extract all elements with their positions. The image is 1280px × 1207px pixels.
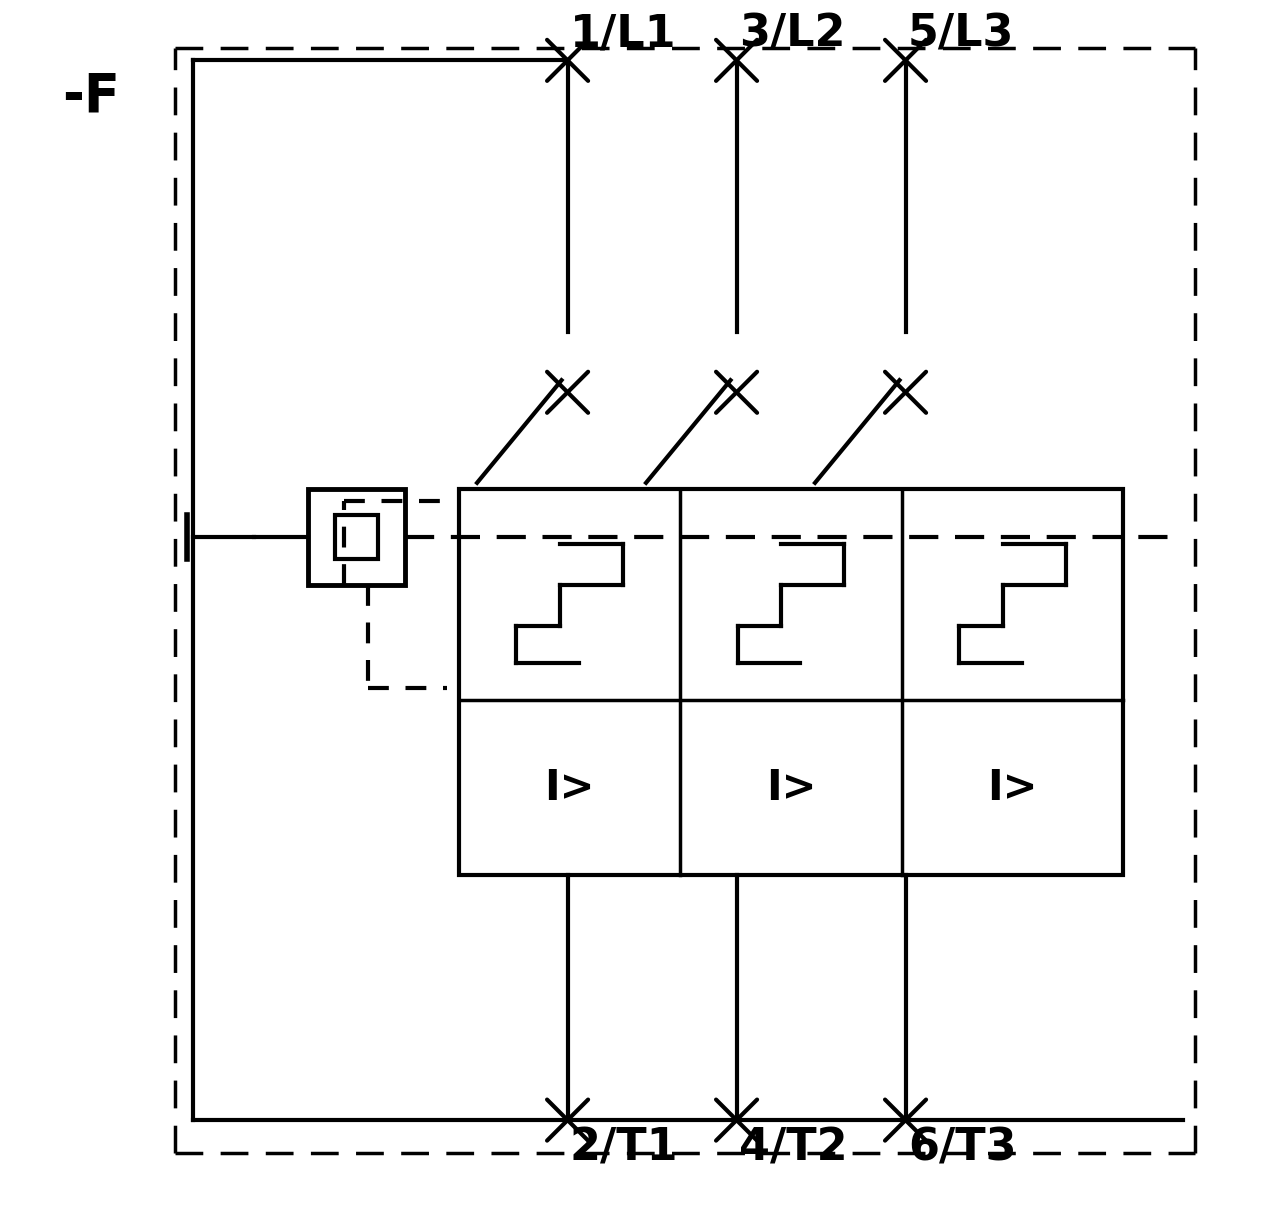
Text: I>: I> — [765, 766, 817, 809]
Text: 5/L3: 5/L3 — [908, 12, 1014, 56]
Bar — [308, 489, 404, 585]
Text: 6/T3: 6/T3 — [908, 1126, 1016, 1170]
Text: 4/T2: 4/T2 — [739, 1126, 847, 1170]
Text: I>: I> — [544, 766, 595, 809]
Text: 1/L1: 1/L1 — [570, 12, 677, 56]
Text: 2/T1: 2/T1 — [570, 1126, 678, 1170]
Text: 3/L2: 3/L2 — [739, 12, 846, 56]
Bar — [460, 489, 1123, 875]
Text: I>: I> — [987, 766, 1037, 809]
Bar — [334, 515, 378, 559]
Text: -F: -F — [61, 70, 120, 123]
